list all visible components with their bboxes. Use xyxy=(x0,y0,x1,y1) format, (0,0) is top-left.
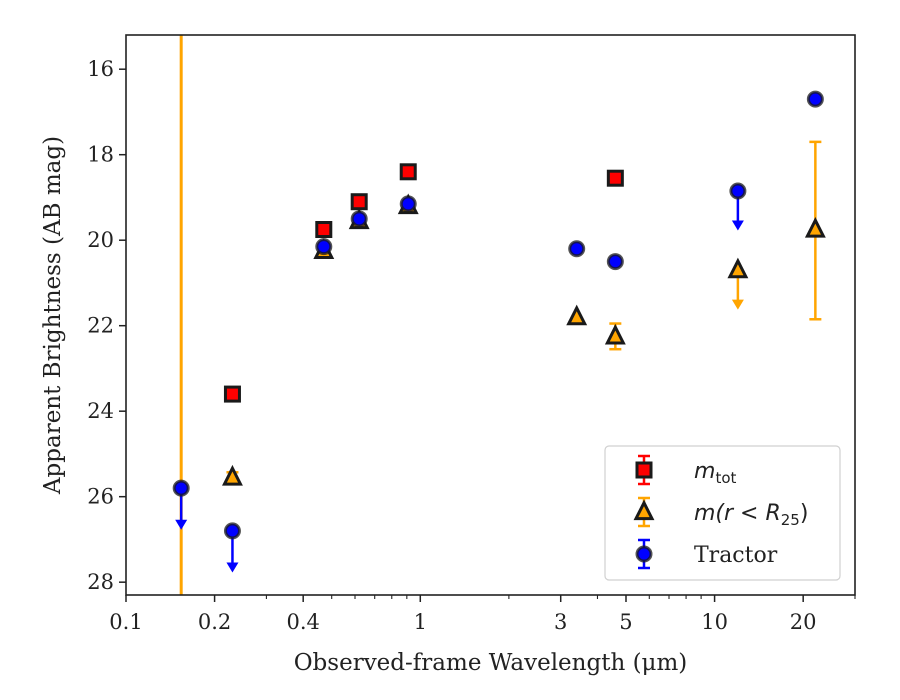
mr25-point xyxy=(727,257,749,279)
tractor-point xyxy=(350,210,368,228)
x-tick-label: 0.2 xyxy=(198,610,231,634)
plot-area xyxy=(172,35,826,595)
y-tick-label: 16 xyxy=(87,57,114,81)
mr25-point xyxy=(804,216,826,238)
legend-item-tractor: Tractor xyxy=(635,538,778,570)
y-tick-label: 18 xyxy=(87,143,114,167)
legend-item-mr25: m(r < R25) xyxy=(633,496,808,529)
mr25-point xyxy=(604,323,626,345)
x-tick-label: 1 xyxy=(414,610,427,634)
mtot-point xyxy=(606,169,624,187)
legend-marker xyxy=(635,461,653,479)
mr25-point xyxy=(222,464,243,486)
upper-limit-arrow-head xyxy=(226,562,239,573)
mr25-point xyxy=(566,304,588,326)
tractor-point xyxy=(315,238,333,256)
axis-ticks: 0.1 0.2 0.4 1 3 5 10 20 16 18 20 22 24 26 28 xyxy=(87,57,856,634)
tractor-point xyxy=(223,522,241,540)
legend: mtot m(r < R25) Tractor xyxy=(604,445,841,581)
tractor-point xyxy=(568,240,586,258)
tractor-point xyxy=(399,195,417,213)
legend-item-mtot: mtot xyxy=(635,454,736,487)
y-tick-label: 20 xyxy=(87,228,114,252)
legend-label: mtot xyxy=(694,459,736,487)
plot-frame xyxy=(125,34,856,596)
y-tick-label: 22 xyxy=(87,314,114,338)
y-tick-label: 28 xyxy=(87,570,114,594)
x-axis-label: Observed-frame Wavelength (μm) xyxy=(294,650,688,676)
legend-label: m(r < R25) xyxy=(694,501,808,529)
tractor-point xyxy=(606,253,624,271)
x-tick-label: 3 xyxy=(554,610,567,634)
tractor-point xyxy=(806,90,824,108)
upper-limit-arrow-head xyxy=(731,220,744,231)
x-tick-label: 0.1 xyxy=(109,610,142,634)
legend-marker xyxy=(635,545,653,563)
x-tick-label: 20 xyxy=(790,610,817,634)
x-tick-label: 0.4 xyxy=(286,610,319,634)
y-tick-label: 24 xyxy=(87,399,114,423)
mtot-point xyxy=(315,221,333,239)
tractor-point xyxy=(172,479,190,497)
mtot-point xyxy=(350,193,368,211)
upper-limit-arrow-head xyxy=(175,519,188,530)
legend-marker xyxy=(633,499,655,521)
x-tick-label: 5 xyxy=(619,610,632,634)
tractor-point xyxy=(729,182,747,200)
upper-limit-arrow-head xyxy=(731,299,744,310)
legend-label: Tractor xyxy=(694,543,778,568)
mtot-point xyxy=(399,163,417,181)
y-tick-label: 26 xyxy=(87,485,114,509)
y-axis-label: Apparent Brightness (AB mag) xyxy=(40,136,66,495)
legend-box xyxy=(604,445,841,581)
mtot-point xyxy=(223,385,241,403)
x-tick-label: 10 xyxy=(701,610,728,634)
